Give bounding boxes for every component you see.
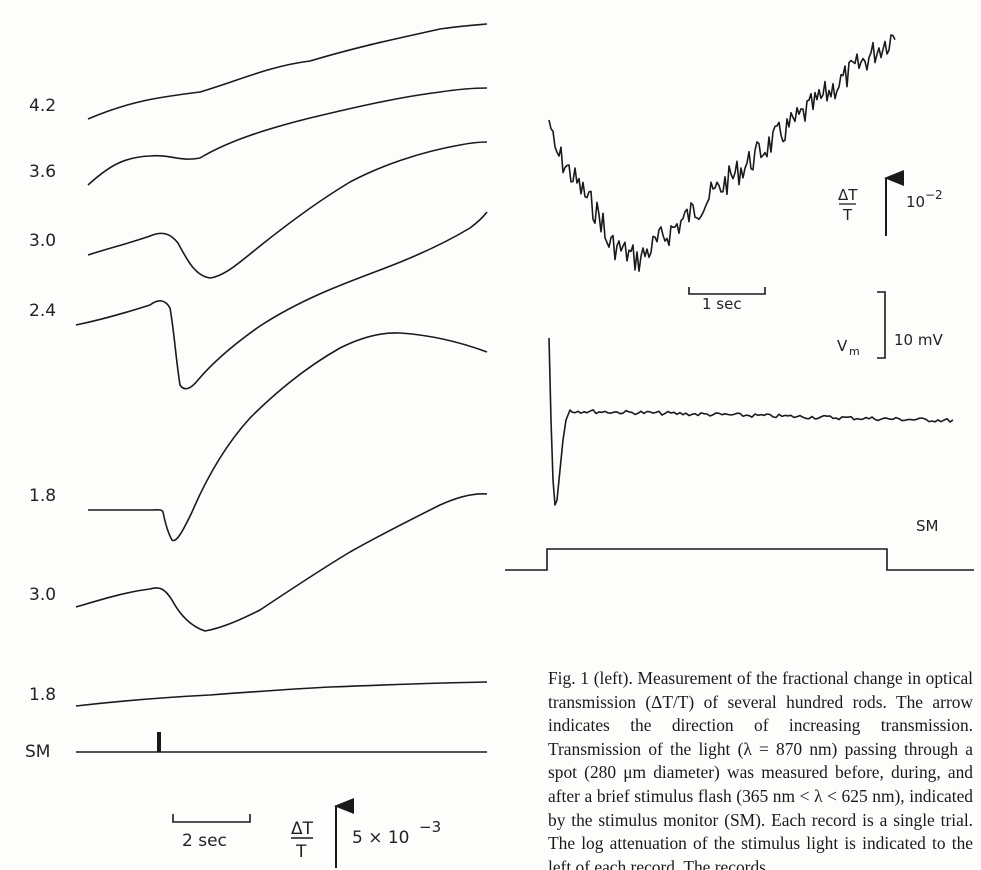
y-scale-num-right: ΔT (838, 186, 858, 204)
time-scale-label-right: 1 sec (702, 295, 742, 313)
trace-left-6 (75, 493, 488, 632)
trace-label-1: 4.2 (29, 96, 56, 116)
trace-left-4 (75, 211, 488, 390)
trace-left-5 (88, 332, 488, 542)
vm-label: V (837, 337, 848, 355)
time-scale-label-left: 2 sec (182, 831, 227, 851)
trace-label-5: 1.8 (29, 486, 56, 506)
trace-label-4: 2.4 (29, 301, 56, 321)
y-scale-den-right: T (842, 206, 853, 224)
trace-left-3 (87, 141, 488, 279)
trace-right-top (548, 34, 896, 272)
time-scale-bar-left (172, 814, 251, 823)
stimulus-step-right (505, 548, 974, 571)
trace-left-7 (75, 681, 488, 707)
y-scale-value-left: 5 × 10 (352, 828, 410, 848)
trace-left-1 (87, 23, 488, 120)
trace-label-2: 3.6 (29, 162, 56, 182)
trace-label-6: 3.0 (29, 585, 56, 605)
y-scale-den-left: T (295, 842, 307, 862)
trace-vm (548, 337, 954, 506)
vm-sub: m (849, 345, 860, 358)
stimulus-label-left: SM (25, 742, 50, 762)
trace-label-3: 3.0 (29, 231, 56, 251)
time-scale-bar-right (688, 287, 766, 295)
y-scale-value-right: 10 (906, 193, 925, 211)
y-scale-exp-right: −2 (925, 188, 943, 202)
vm-scale-label: 10 mV (894, 331, 943, 349)
vm-scale-bar (877, 291, 886, 359)
trace-label-7: 1.8 (29, 685, 56, 705)
figure-caption: Fig. 1 (left). Measurement of the fracti… (548, 668, 973, 870)
trace-left-2 (87, 87, 488, 186)
stimulus-label-right: SM (916, 517, 938, 535)
y-scale-exp-left: −3 (419, 818, 441, 836)
y-scale-num-left: ΔT (291, 819, 314, 839)
